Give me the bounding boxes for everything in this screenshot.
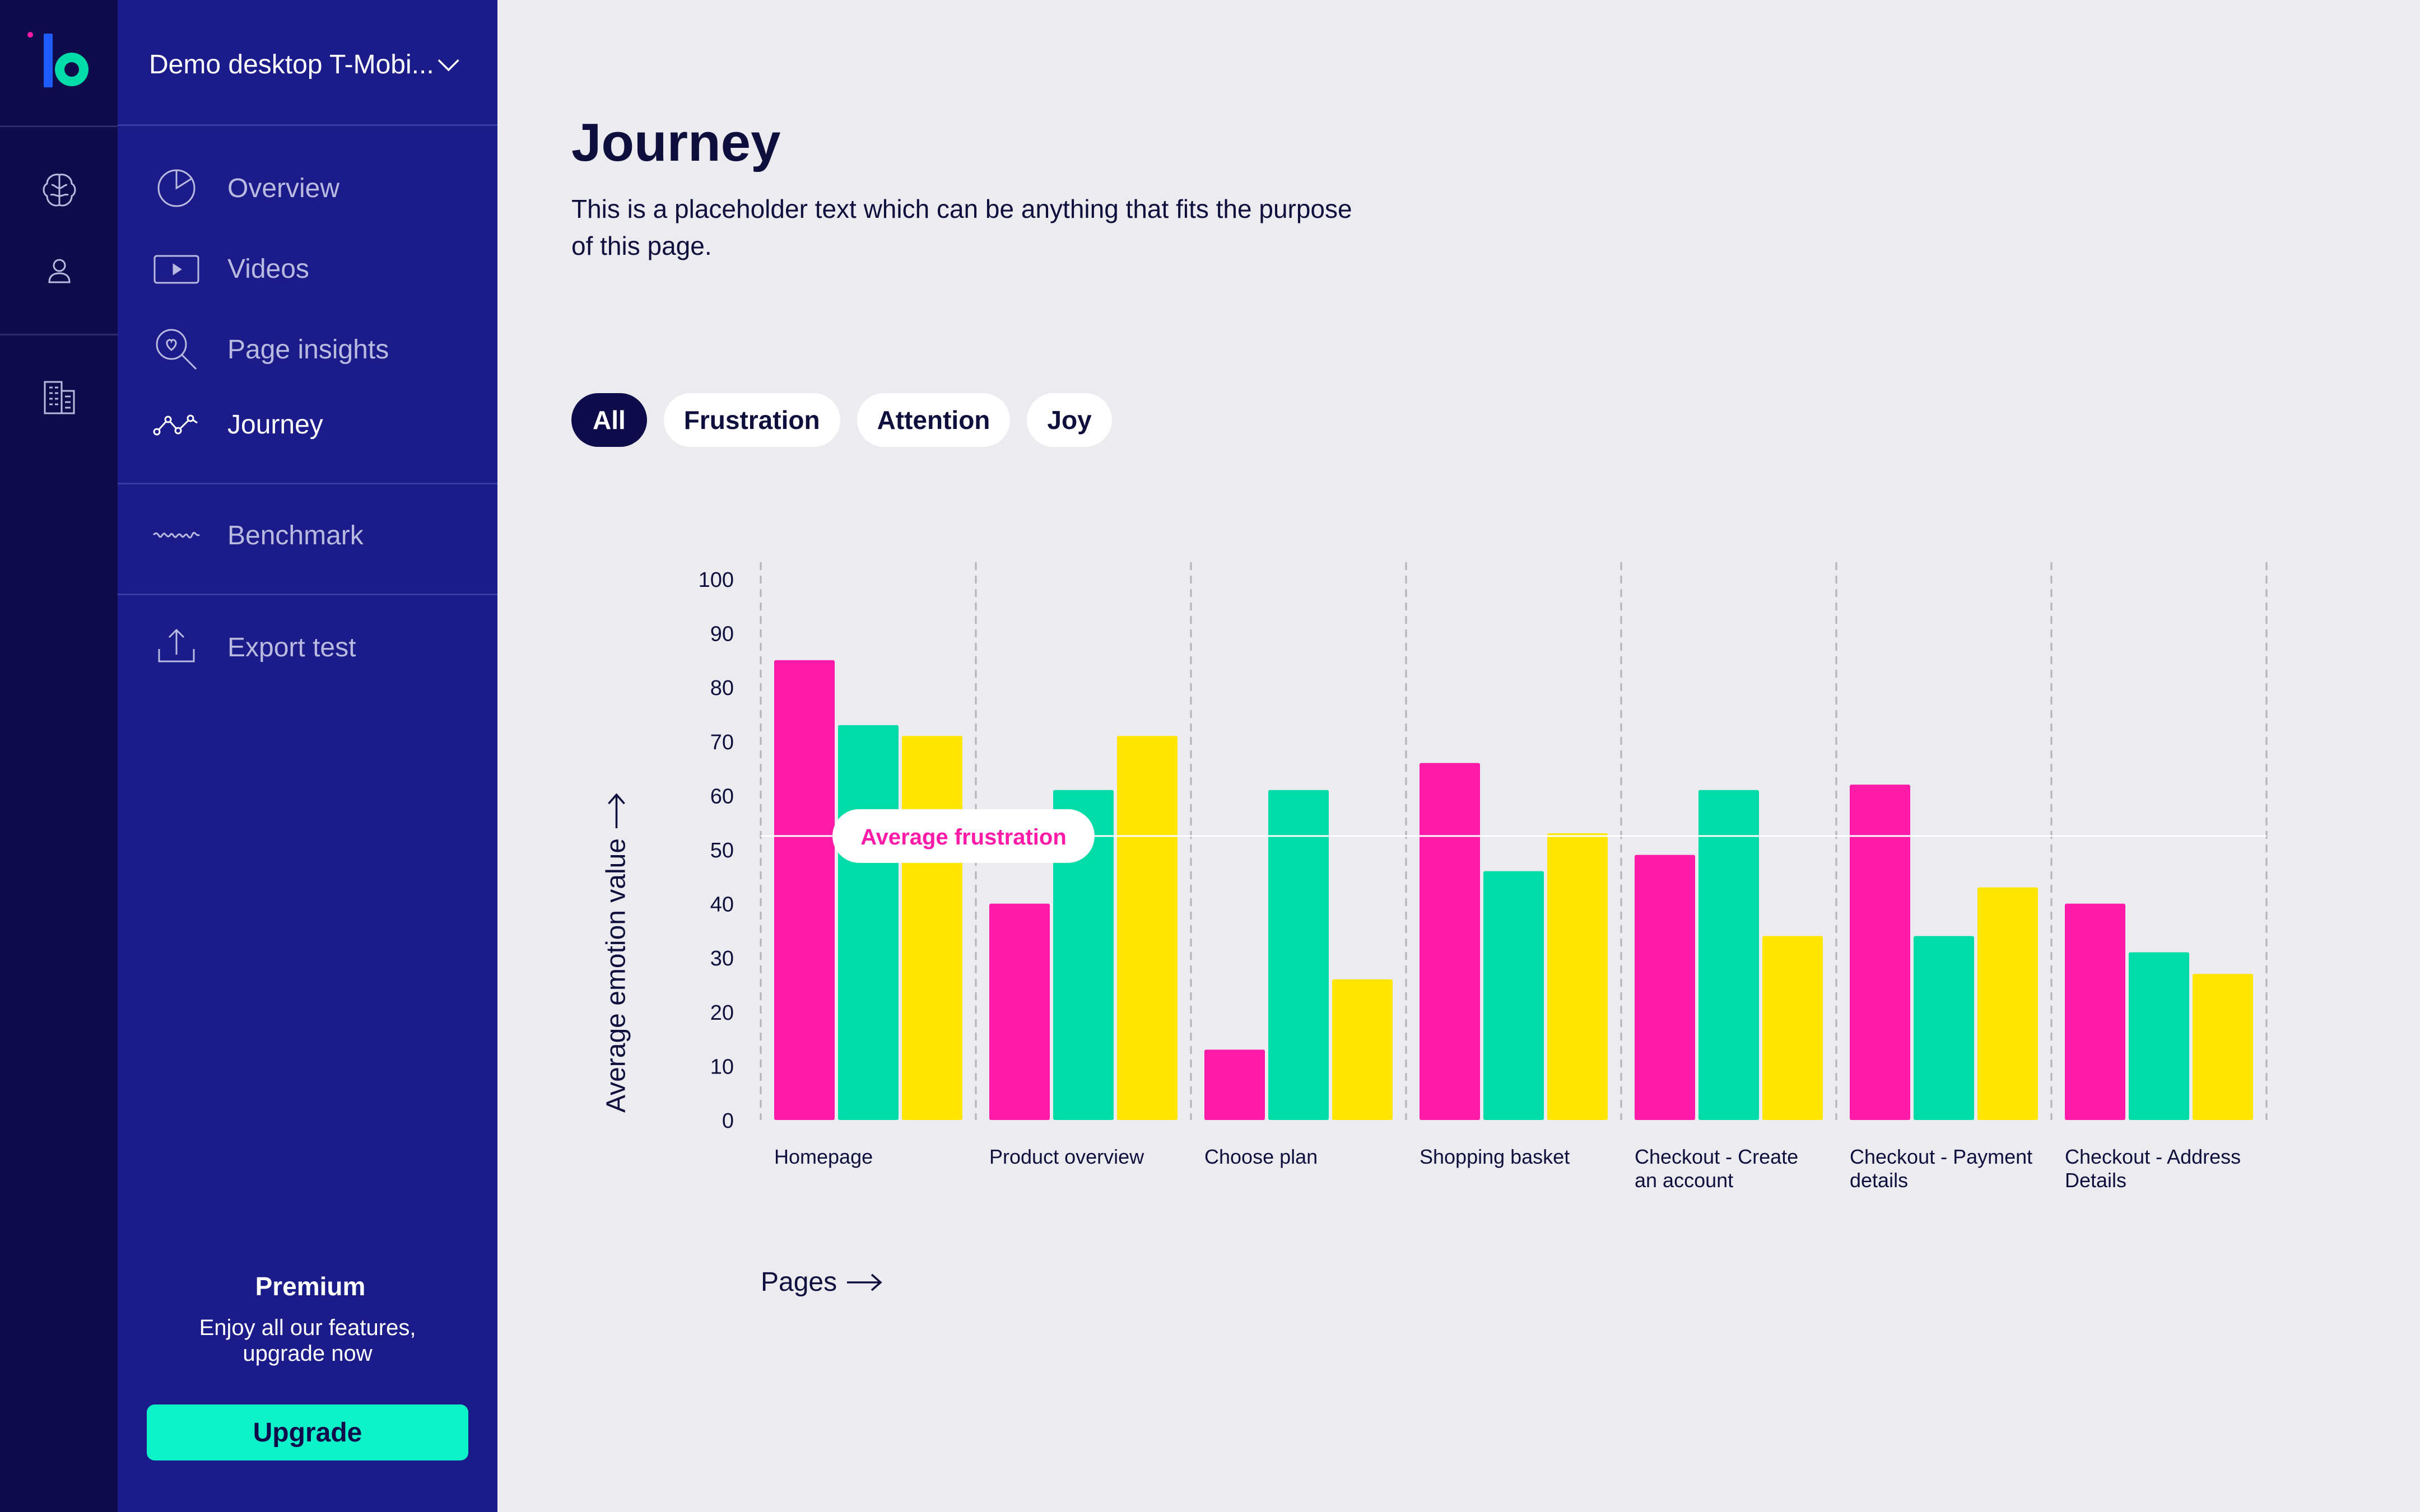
building-icon[interactable]	[39, 377, 80, 418]
journey-bar-chart: 0 10 20 30 40 50 60 70 80 90 100 Homepage Product ov…	[699, 562, 2268, 1192]
pie-chart-icon	[157, 169, 196, 207]
chart-bar	[1420, 763, 1480, 1120]
page-title: Journey	[571, 113, 781, 172]
x-tick-label: Homepage	[774, 1145, 873, 1168]
x-tick-label: Product overview	[989, 1145, 1144, 1168]
x-tick-label: Choose plan	[1204, 1145, 1318, 1168]
x-tick-label: Details	[2065, 1169, 2126, 1192]
journey-path-icon	[153, 414, 198, 436]
sidebar-item-export-test[interactable]: Export test	[151, 619, 487, 675]
x-axis-title: Pages	[761, 1267, 884, 1298]
chart-bar	[774, 660, 835, 1120]
sidebar: Demo desktop T-Mobi... Overview Videos P…	[118, 0, 497, 1512]
sidebar-item-videos[interactable]: Videos	[151, 241, 487, 297]
sidebar-item-overview[interactable]: Overview	[151, 160, 487, 216]
user-icon[interactable]	[39, 251, 80, 291]
sidebar-item-page-insights[interactable]: Page insights	[151, 321, 487, 377]
chart-bar	[1547, 833, 1608, 1120]
sidebar-divider	[118, 594, 497, 595]
chart-bar	[1332, 979, 1393, 1120]
y-tick-label: 80	[710, 676, 734, 700]
y-tick-label: 20	[710, 1001, 734, 1025]
chart-bar	[2193, 974, 2253, 1120]
premium-description: Enjoy all our features, upgrade now	[118, 1315, 497, 1366]
wave-icon	[152, 531, 200, 539]
x-tick-label: an account	[1635, 1169, 1733, 1192]
x-tick-label: details	[1850, 1169, 1908, 1192]
chart-bar	[1762, 936, 1823, 1120]
sidebar-divider	[118, 483, 497, 484]
y-tick-label: 100	[699, 568, 734, 592]
icon-rail	[0, 0, 118, 1512]
y-axis-title-text: Average emotion value	[601, 838, 631, 1113]
chart-bar	[1117, 736, 1178, 1120]
sidebar-item-benchmark[interactable]: Benchmark	[151, 507, 487, 563]
y-tick-label: 60	[710, 785, 734, 808]
y-axis-title: Average emotion value	[601, 791, 632, 1113]
chart-bar	[1698, 790, 1759, 1120]
x-tick-label: Checkout - Address	[2065, 1145, 2241, 1168]
sidebar-item-label: Videos	[227, 254, 309, 284]
chart-bar	[2129, 952, 2189, 1120]
chart-bar	[902, 736, 962, 1120]
sidebar-item-label: Export test	[227, 632, 356, 662]
chart-bar	[1483, 871, 1544, 1120]
x-tick-label: Checkout - Create	[1635, 1145, 1798, 1168]
project-name: Demo desktop T-Mobi...	[149, 49, 434, 80]
chart-bar	[1850, 785, 1910, 1120]
y-tick-label: 10	[710, 1055, 734, 1079]
chevron-down-icon	[438, 59, 459, 72]
arrow-right-icon	[847, 1273, 882, 1291]
brand-logo[interactable]	[27, 29, 94, 96]
upgrade-button[interactable]: Upgrade	[147, 1404, 468, 1460]
sidebar-item-label: Benchmark	[227, 520, 364, 550]
chart-bar	[838, 725, 899, 1120]
y-tick-label: 0	[722, 1109, 734, 1133]
y-tick-label: 90	[710, 623, 734, 646]
sidebar-item-label: Journey	[227, 409, 323, 440]
premium-panel: Premium Enjoy all our features, upgrade …	[118, 1271, 497, 1366]
x-tick-label: Shopping basket	[1420, 1145, 1570, 1168]
magnifier-heart-icon	[156, 329, 197, 370]
brain-icon[interactable]	[39, 170, 80, 211]
page-description: This is a placeholder text which can be …	[571, 194, 1352, 260]
project-selector[interactable]: Demo desktop T-Mobi...	[149, 45, 485, 84]
premium-description-line: Enjoy all our features,	[199, 1315, 416, 1340]
premium-title: Premium	[255, 1272, 366, 1301]
chart-bar	[1914, 936, 1974, 1120]
rail-divider	[0, 125, 118, 127]
y-tick-label: 50	[710, 839, 734, 862]
chart-bar	[2065, 903, 2125, 1120]
sidebar-item-journey[interactable]: Journey	[151, 396, 487, 452]
chart-bar	[1268, 790, 1329, 1120]
filter-all[interactable]: All	[571, 393, 647, 447]
average-frustration-badge	[832, 809, 1095, 863]
premium-description-line: upgrade now	[243, 1341, 373, 1366]
arrow-right-icon	[607, 793, 625, 828]
chart-bar	[1635, 855, 1695, 1120]
video-play-icon	[153, 255, 199, 284]
rail-divider	[0, 334, 118, 335]
filter-joy[interactable]: Joy	[1027, 393, 1112, 447]
average-frustration-label: Average frustration	[860, 825, 1067, 850]
chart-bar	[1977, 887, 2038, 1120]
upload-icon	[158, 628, 195, 662]
y-tick-label: 40	[710, 893, 734, 917]
chart-bar	[1053, 790, 1114, 1120]
x-axis-title-text: Pages	[761, 1267, 837, 1297]
y-tick-label: 70	[710, 731, 734, 754]
sidebar-item-label: Page insights	[227, 334, 389, 365]
x-tick-label: Checkout - Payment	[1850, 1145, 2032, 1168]
chart-bar	[1204, 1049, 1265, 1120]
filter-attention[interactable]: Attention	[857, 393, 1011, 447]
filter-frustration[interactable]: Frustration	[663, 393, 840, 447]
y-tick-label: 30	[710, 947, 734, 970]
sidebar-item-label: Overview	[227, 173, 340, 203]
chart-bar	[989, 903, 1050, 1120]
sidebar-divider	[118, 124, 497, 126]
emotion-filter-tabs: All Frustration Attention Joy	[571, 393, 1112, 447]
